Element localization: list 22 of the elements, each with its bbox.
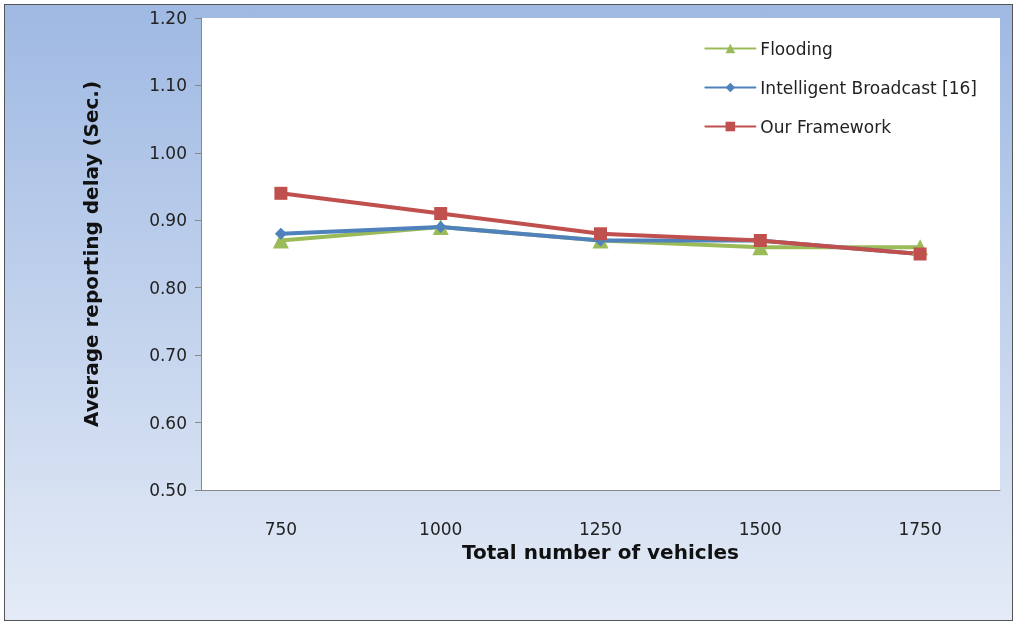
y-tick-label: 1.00 [149,142,187,163]
point [274,227,287,240]
x-tick-label: 1250 [578,518,623,539]
x-axis-title: Total number of vehicles [462,540,739,564]
y-tick-label: 0.80 [149,277,187,298]
point [594,227,607,241]
point [274,186,288,200]
x-tick-label: 1750 [898,518,942,539]
legend-label: Flooding [760,38,833,59]
legend-label: Our Framework [760,116,892,137]
y-tick-label: 0.50 [149,480,187,500]
y-axis-title: Average reporting delay (Sec.) [79,80,103,428]
y-tick-label: 0.60 [149,412,187,433]
y-tick-label: 1.20 [149,8,187,28]
y-tick-label: 1.10 [149,75,187,96]
x-tick-label: 1000 [419,518,463,539]
point [434,207,448,221]
x-tick-label: 750 [264,518,298,539]
y-tick-label: 0.90 [149,210,187,231]
x-tick-label: 1500 [738,518,782,539]
legend-label: Intelligent Broadcast [16] [760,77,978,98]
y-tick-label: 0.70 [149,345,187,366]
